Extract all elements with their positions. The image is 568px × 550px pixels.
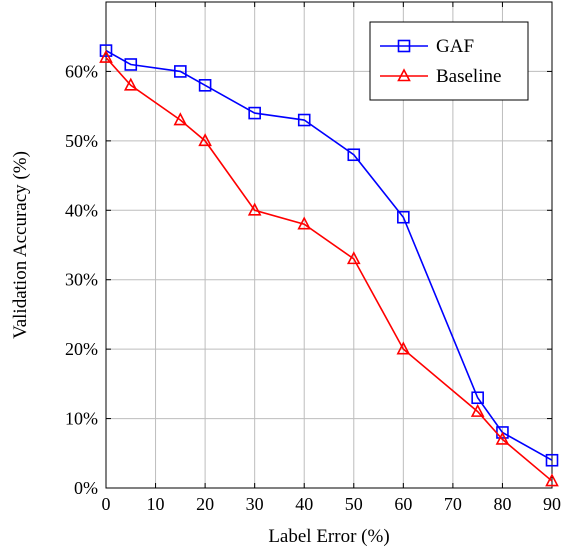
series-line <box>105 57 553 482</box>
legend-label: Baseline <box>436 66 501 87</box>
y-axis-title: Validation Accuracy (%) <box>10 151 31 339</box>
legend-marker <box>397 39 411 53</box>
series-line <box>105 49 553 461</box>
legend: GAF Baseline <box>369 21 529 101</box>
data-point <box>545 453 559 467</box>
data-point <box>124 58 138 71</box>
y-tick-label: 0% <box>74 478 98 498</box>
data-point <box>470 403 485 417</box>
data-point <box>123 77 138 91</box>
data-point <box>248 106 261 120</box>
data-point <box>346 251 361 265</box>
data-point <box>198 133 212 147</box>
data-point <box>99 44 113 57</box>
x-tick-label: 80 <box>493 494 511 514</box>
data-point <box>174 65 187 78</box>
data-point <box>99 49 113 63</box>
y-tick-label: 40% <box>65 200 98 220</box>
y-axis: 0% 10% 20% 30% 40% 50% 60% <box>65 61 552 498</box>
legend-label: GAF <box>436 36 474 57</box>
x-tick-label: 30 <box>246 494 264 514</box>
data-point <box>495 431 510 445</box>
data-point <box>247 202 262 216</box>
data-point <box>471 391 484 405</box>
x-tick-label: 20 <box>196 494 214 514</box>
x-tick-label: 50 <box>345 494 363 514</box>
x-tick-label: 40 <box>295 494 313 514</box>
y-tick-label: 20% <box>65 339 98 359</box>
data-point <box>198 79 212 92</box>
plot-frame <box>105 1 553 489</box>
x-axis: 0 10 20 30 40 50 60 70 80 90 <box>102 2 561 514</box>
series-gaf <box>99 44 559 467</box>
x-tick-label: 70 <box>444 494 462 514</box>
series-baseline <box>99 49 559 487</box>
legend-item: GAF <box>380 36 474 57</box>
legend-marker <box>397 68 411 82</box>
data-point <box>173 112 188 126</box>
data-point <box>397 210 410 224</box>
legend-box <box>369 21 529 101</box>
x-tick-label: 90 <box>543 494 561 514</box>
x-tick-label: 10 <box>147 494 165 514</box>
series-group <box>99 44 559 487</box>
y-tick-label: 30% <box>65 270 98 290</box>
y-tick-label: 10% <box>65 409 98 429</box>
data-point <box>347 148 361 162</box>
data-point <box>396 341 411 355</box>
legend-item: Baseline <box>380 66 501 87</box>
y-tick-label: 60% <box>65 61 98 81</box>
data-point <box>545 473 559 487</box>
x-axis-title: Label Error (%) <box>268 526 389 547</box>
y-tick-label: 50% <box>65 131 98 151</box>
data-point <box>297 216 312 230</box>
data-point <box>297 113 311 127</box>
x-tick-label: 0 <box>102 494 111 514</box>
x-tick-label: 60 <box>394 494 412 514</box>
